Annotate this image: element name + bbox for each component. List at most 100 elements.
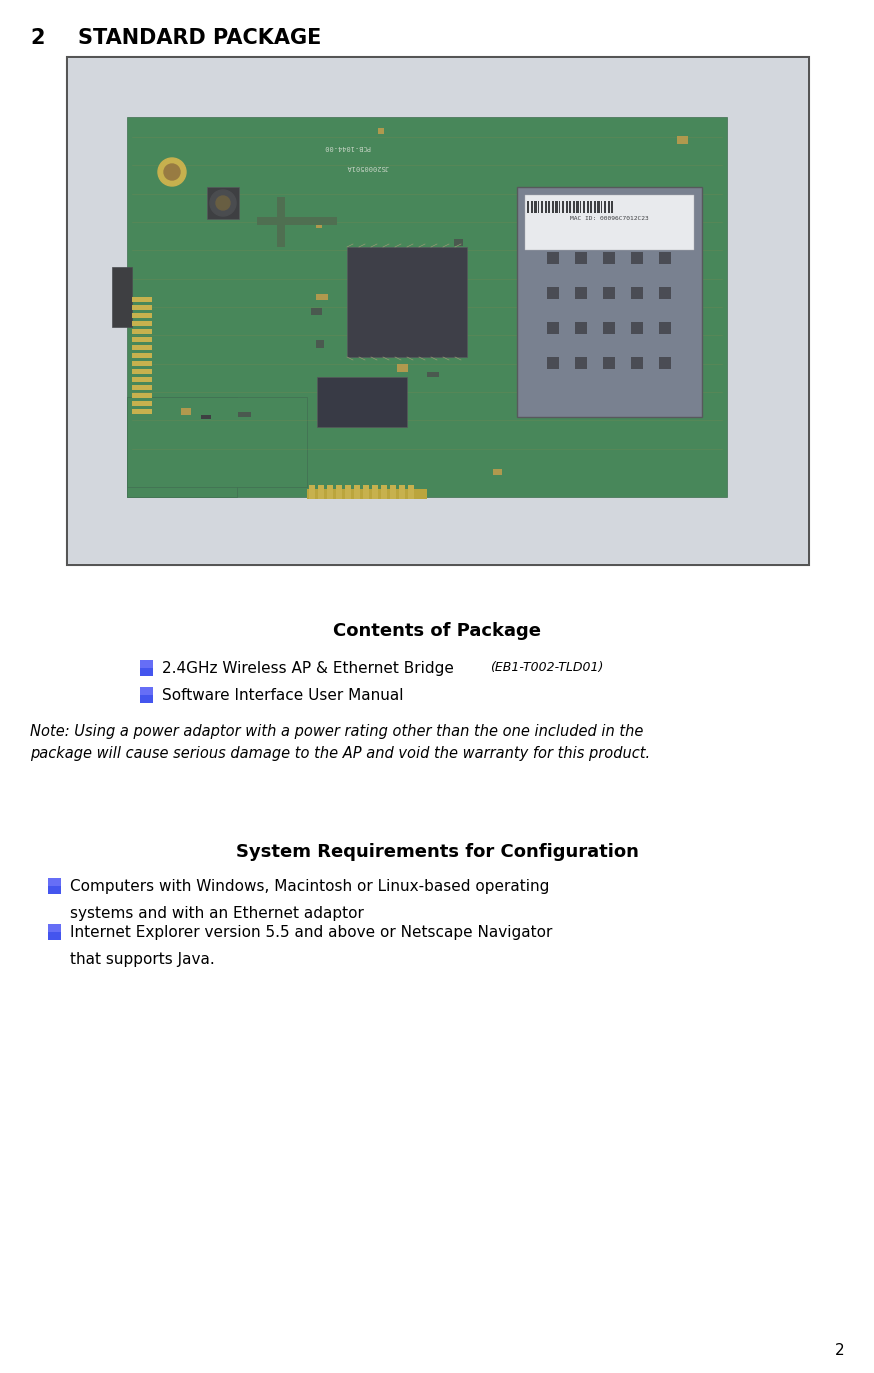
Bar xyxy=(363,485,369,498)
Bar xyxy=(207,187,239,220)
Bar xyxy=(493,470,502,475)
Bar xyxy=(603,217,615,229)
Bar xyxy=(558,200,560,213)
Bar xyxy=(309,485,315,498)
Bar xyxy=(548,200,550,213)
Bar xyxy=(132,336,152,342)
Bar xyxy=(545,200,547,213)
Bar xyxy=(597,200,600,213)
Bar xyxy=(132,378,152,382)
Bar xyxy=(132,297,152,302)
Bar xyxy=(132,313,152,319)
Bar xyxy=(551,200,553,213)
Bar xyxy=(48,924,61,941)
Bar xyxy=(631,357,643,369)
Bar xyxy=(659,323,671,334)
Bar xyxy=(631,287,643,299)
Bar xyxy=(277,196,285,247)
Bar xyxy=(67,58,809,566)
Bar xyxy=(631,253,643,264)
Bar xyxy=(600,200,602,213)
Bar xyxy=(127,397,237,497)
Bar xyxy=(378,128,385,135)
Bar xyxy=(528,369,539,375)
Bar xyxy=(127,117,727,497)
Bar xyxy=(307,489,427,498)
Bar xyxy=(659,253,671,264)
Bar xyxy=(316,222,323,228)
Bar xyxy=(590,200,592,213)
Bar xyxy=(316,341,324,349)
Bar xyxy=(659,217,671,229)
Bar xyxy=(140,686,153,703)
Bar xyxy=(372,485,378,498)
Bar xyxy=(408,485,414,498)
Bar xyxy=(517,187,702,417)
Bar xyxy=(593,200,595,213)
Bar xyxy=(547,287,559,299)
Circle shape xyxy=(164,163,180,180)
Bar xyxy=(565,200,568,213)
Bar xyxy=(68,58,808,564)
Text: PCB-1044-00: PCB-1044-00 xyxy=(323,144,371,150)
Bar xyxy=(336,485,342,498)
Text: 2: 2 xyxy=(30,27,45,48)
Bar xyxy=(317,378,407,427)
Bar xyxy=(631,217,643,229)
Bar xyxy=(579,200,581,213)
Text: systems and with an Ethernet adaptor: systems and with an Ethernet adaptor xyxy=(70,906,364,921)
Bar xyxy=(181,408,191,415)
Bar xyxy=(603,357,615,369)
Bar xyxy=(631,323,643,334)
Bar xyxy=(603,323,615,334)
Bar xyxy=(534,393,544,400)
Bar xyxy=(583,200,585,213)
Bar xyxy=(575,253,587,264)
Circle shape xyxy=(158,158,186,185)
Bar xyxy=(547,217,559,229)
Bar xyxy=(140,660,153,669)
Bar xyxy=(659,357,671,369)
Bar xyxy=(390,485,396,498)
Bar xyxy=(575,217,587,229)
Bar xyxy=(562,200,564,213)
Bar xyxy=(555,200,558,213)
Bar xyxy=(257,217,337,225)
Bar xyxy=(454,239,462,246)
Bar xyxy=(132,345,152,350)
Text: System Requirements for Configuration: System Requirements for Configuration xyxy=(236,843,638,861)
Bar xyxy=(318,485,324,498)
Bar xyxy=(611,200,613,213)
Bar xyxy=(132,353,152,358)
Bar xyxy=(572,368,582,372)
Bar xyxy=(48,877,61,894)
Bar xyxy=(576,200,579,213)
Bar xyxy=(607,200,610,213)
Text: that supports Java.: that supports Java. xyxy=(70,951,215,967)
Bar xyxy=(48,924,61,932)
Bar xyxy=(112,266,132,327)
Text: package will cause serious damage to the AP and void the warranty for this produ: package will cause serious damage to the… xyxy=(30,746,650,761)
Bar xyxy=(132,305,152,310)
Bar xyxy=(575,357,587,369)
Bar xyxy=(132,409,152,415)
Bar xyxy=(531,200,532,213)
Bar xyxy=(132,361,152,367)
Bar xyxy=(48,877,61,886)
Bar xyxy=(427,372,440,378)
Bar xyxy=(604,200,606,213)
Bar xyxy=(547,253,559,264)
Bar xyxy=(132,401,152,406)
Bar xyxy=(575,287,587,299)
Bar xyxy=(238,412,252,417)
Bar xyxy=(677,136,688,144)
Text: Software Interface User Manual: Software Interface User Manual xyxy=(162,688,404,703)
Bar xyxy=(327,485,333,498)
Circle shape xyxy=(210,189,236,216)
Bar xyxy=(68,58,808,564)
Bar xyxy=(132,384,152,390)
Bar xyxy=(316,294,328,299)
Bar xyxy=(583,240,593,246)
Bar xyxy=(378,288,390,295)
Text: Computers with Windows, Macintosh or Linux-based operating: Computers with Windows, Macintosh or Lin… xyxy=(70,879,550,894)
